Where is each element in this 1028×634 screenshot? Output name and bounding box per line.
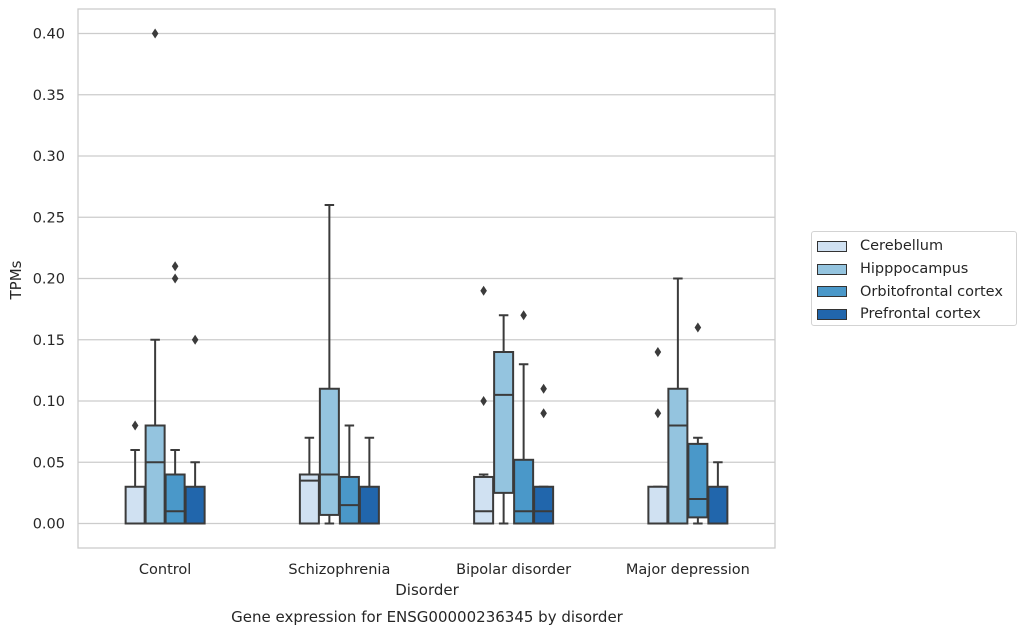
y-tick-label: 0.40	[33, 27, 65, 43]
x-tick-label: Schizophrenia	[288, 562, 390, 578]
outlier-point	[191, 334, 199, 345]
box-groups	[124, 28, 729, 525]
legend-swatch-cerebellum	[817, 240, 847, 252]
legend-swatch-hippocampus	[817, 263, 847, 275]
box-rect	[473, 475, 495, 525]
box-group	[647, 277, 729, 525]
outlier-point	[151, 28, 159, 39]
box-rect	[667, 387, 689, 525]
legend-item-hippocampus: Hipppocampus	[817, 258, 1016, 281]
box-rect	[707, 485, 729, 525]
legend-swatch-orbitofrontal-cortex	[817, 286, 847, 298]
box-rect	[338, 475, 360, 525]
y-tick-label: 0.20	[33, 272, 65, 288]
box-group	[298, 204, 380, 525]
box-rect	[687, 442, 709, 519]
box-rect	[513, 458, 535, 525]
outlier-point	[654, 347, 662, 357]
legend: Cerebellum Hipppocampus Orbitofrontal co…	[811, 231, 1017, 326]
box-rect	[124, 485, 146, 525]
outlier-point	[540, 408, 547, 419]
outlier-point	[171, 273, 179, 284]
box-rect	[533, 485, 555, 525]
x-tick-labels: Control Schizophrenia Bipolar disorder Majo…	[139, 562, 750, 578]
box-group	[473, 285, 555, 525]
legend-item-cerebellum: Cerebellum	[817, 235, 1016, 258]
x-tick-label: Major depression	[626, 562, 750, 578]
x-tick-label: Control	[139, 562, 191, 578]
outlier-point	[171, 261, 179, 272]
box-rect	[358, 485, 380, 525]
box-rect	[144, 424, 166, 525]
y-axis-label: TPMs	[7, 260, 25, 300]
x-tick-label: Bipolar disorder	[456, 562, 571, 578]
y-tick-label: 0.30	[33, 149, 65, 165]
box-rect	[298, 473, 320, 525]
y-tick-label: 0.05	[33, 455, 65, 471]
legend-item-orbitofrontal-cortex: Orbitofrontal cortex	[817, 280, 1016, 303]
legend-label: Cerebellum	[860, 238, 944, 255]
box-rect	[647, 485, 669, 525]
y-tick-label: 0.15	[33, 333, 65, 349]
outlier-point	[694, 322, 702, 333]
y-tick-label: 0.00	[33, 517, 65, 533]
outlier-point	[654, 408, 662, 419]
plot-frame	[77, 8, 776, 549]
box-rect	[318, 387, 340, 516]
legend-label: Prefrontal cortex	[860, 306, 981, 323]
y-tick-labels: 0.00 0.05 0.10 0.15 0.20 0.25 0.30 0.35 0.40	[33, 27, 65, 533]
legend-swatch-prefrontal-cortex	[817, 308, 847, 320]
outlier-point	[480, 285, 487, 296]
outlier-point	[520, 310, 527, 321]
outlier-point	[131, 420, 139, 431]
outlier-point	[480, 396, 487, 406]
y-tick-label: 0.25	[33, 210, 65, 226]
box-rect	[493, 351, 515, 494]
box-rect	[164, 473, 186, 525]
box-rect	[184, 485, 206, 525]
y-tick-label: 0.35	[33, 88, 65, 104]
y-tick-label: 0.10	[33, 394, 65, 410]
legend-label: Orbitofrontal cortex	[860, 283, 1003, 300]
chart-caption: Gene expression for ENSG00000236345 by d…	[231, 608, 624, 626]
x-axis-label: Disorder	[395, 581, 459, 599]
outlier-point	[540, 383, 547, 394]
box-group	[124, 28, 206, 525]
legend-item-prefrontal-cortex: Prefrontal cortex	[817, 303, 1016, 326]
legend-label: Hipppocampus	[860, 261, 969, 278]
